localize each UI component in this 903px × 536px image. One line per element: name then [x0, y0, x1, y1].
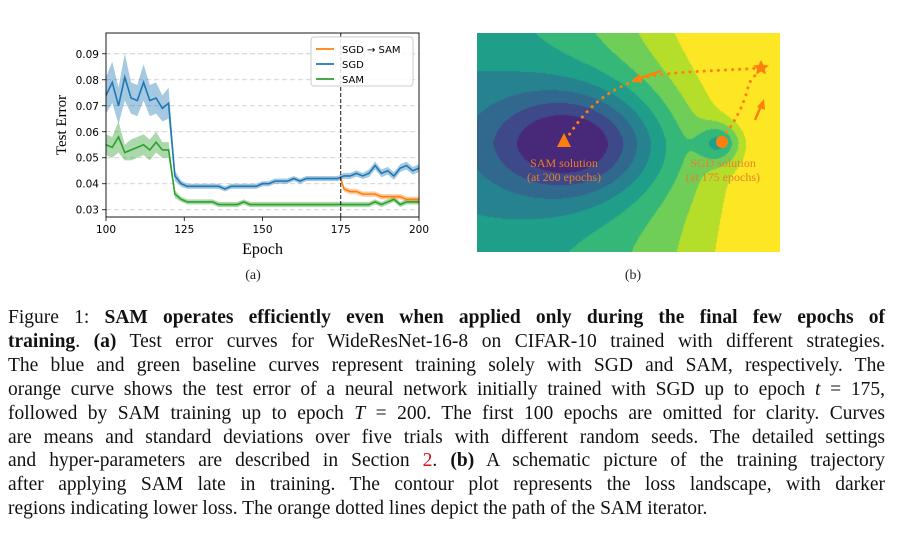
y-tick-label: 0.04 — [76, 179, 100, 191]
y-tick-label: 0.09 — [76, 49, 99, 61]
sam-solution-triangle-icon — [557, 133, 571, 147]
caption-line: The blue and green baseline curves repre… — [8, 354, 885, 378]
caption-text: The blue and green baseline curves repre… — [8, 354, 885, 376]
sam-solution-label: SAM solution (at 200 epochs) — [527, 156, 601, 184]
y-tick-label: 0.05 — [76, 153, 99, 165]
sgd-solution-title: SGD solution — [690, 156, 756, 170]
series-line-sgd-sam — [339, 178, 419, 201]
sgd-to-star-path — [720, 66, 763, 140]
series-line-sgd — [105, 73, 420, 190]
test-error-chart: 0.03 0.04 0.05 0.06 0.07 0.08 0.09 100 125 150 175… — [54, 32, 429, 258]
y-tick-label: 0.08 — [76, 75, 99, 87]
legend-label: SGD — [342, 60, 364, 71]
legend-box — [310, 36, 414, 87]
panel-label-b: (b) — [624, 268, 642, 283]
caption-text: . — [432, 450, 451, 472]
legend-label: SGD → SAM — [342, 45, 401, 56]
caption-line: orange curve shows the test error of a n… — [8, 378, 885, 402]
caption-line: followed by SAM training up to epoch T =… — [8, 402, 885, 426]
x-tick-label: 125 — [174, 224, 194, 236]
caption-text: (a) — [93, 330, 117, 352]
arrow-left-icon — [631, 69, 662, 83]
series-line-sam — [105, 135, 419, 206]
caption-text: followed by SAM training up to epoch — [8, 402, 355, 424]
star-icon — [753, 60, 769, 75]
legend: SGD → SAM SGD SAM — [310, 36, 414, 87]
caption-line: are means and standard deviations over f… — [8, 426, 885, 450]
star-to-sam-path — [567, 66, 763, 137]
caption-text: T — [354, 402, 366, 424]
caption-text: and hyper-parameters are described in Se… — [8, 450, 423, 472]
caption-text: training — [8, 330, 76, 352]
caption-line: and hyper-parameters are described in Se… — [8, 449, 885, 473]
caption-text: = 175, — [820, 378, 885, 400]
section-link[interactable]: 2 — [422, 450, 433, 472]
std-band-sgd-sam — [340, 175, 419, 202]
caption-line: training. (a) Test error curves for Wide… — [8, 330, 885, 354]
trajectory-overlay — [557, 60, 769, 148]
sgd-solution-circle-icon — [716, 136, 728, 148]
sam-solution-title: SAM solution — [530, 156, 598, 170]
panel-label-a: (a) — [245, 268, 261, 283]
x-tick-label: 100 — [96, 224, 116, 236]
caption-text: A schematic picture of the training traj… — [474, 450, 886, 472]
x-tick-label: 175 — [331, 224, 351, 236]
contour-plot — [477, 33, 780, 252]
sgd-solution-label: SGD solution (at 175 epochs) — [686, 156, 760, 184]
caption-text: regions indicating lower loss. The orang… — [8, 498, 708, 520]
caption-text: orange curve shows the test error of a n… — [8, 378, 815, 400]
figure-caption: Figure 1: SAM operates efficiently even … — [8, 306, 885, 521]
caption-line: regions indicating lower loss. The orang… — [8, 497, 885, 521]
y-tick-label: 0.03 — [76, 205, 99, 217]
x-tick-label: 200 — [409, 224, 429, 236]
arrow-up-icon — [753, 99, 765, 121]
caption-text: t — [814, 378, 821, 400]
plot-frame — [105, 32, 420, 218]
caption-text: (b) — [450, 450, 475, 472]
caption-line: Figure 1: SAM operates efficiently even … — [8, 306, 885, 330]
y-tick-label: 0.06 — [76, 127, 100, 139]
legend-label: SAM — [342, 75, 364, 86]
x-tick-label: 150 — [252, 224, 272, 236]
caption-text: = 200. The first 100 epochs are omitted … — [365, 402, 885, 424]
y-axis-label: Test Error — [54, 95, 70, 155]
caption-text: . — [75, 330, 94, 352]
x-axis-label: Epoch — [242, 241, 283, 258]
caption-text: are means and standard deviations over f… — [8, 426, 885, 448]
caption-text: SAM operates efficiently even when appli… — [104, 307, 885, 328]
loss-landscape-contour: SAM solution (at 200 epochs) SGD solutio… — [477, 33, 780, 252]
y-tick-label: 0.07 — [76, 101, 99, 113]
sgd-solution-epochs: (at 175 epochs) — [686, 170, 760, 184]
caption-text: Figure 1: — [8, 307, 105, 328]
sam-solution-epochs: (at 200 epochs) — [527, 170, 601, 184]
caption-text: Test error curves for WideResNet-16-8 on… — [116, 330, 886, 352]
caption-text: after applying SAM late in training. The… — [8, 474, 885, 496]
caption-line: after applying SAM late in training. The… — [8, 473, 885, 497]
